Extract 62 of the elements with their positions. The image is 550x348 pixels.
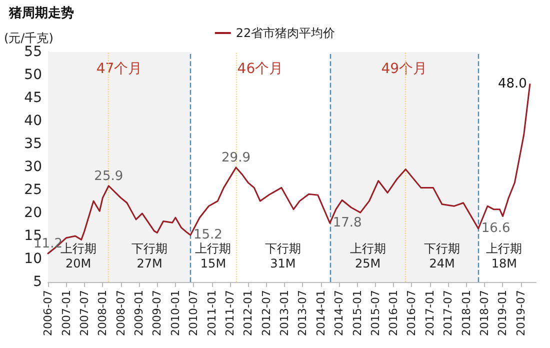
y-tick-label: 55	[24, 44, 42, 60]
annotation: 15M	[200, 256, 226, 271]
data-label: 25.9	[94, 168, 124, 184]
x-tick-label: 2016-07	[405, 290, 418, 336]
annotation: 18M	[491, 256, 517, 271]
x-tick-label: 2015-01	[350, 290, 364, 336]
y-tick-label: 45	[24, 90, 42, 106]
annotation: 上行期	[195, 241, 232, 256]
annotation: 下行期	[264, 241, 301, 256]
x-tick-label: 2010-07	[186, 290, 200, 336]
x-tick-label: 2009-01	[132, 290, 146, 336]
y-tick-label: 50	[24, 67, 42, 83]
annotation: 上行期	[350, 241, 386, 256]
x-tick-label: 2014-01	[314, 290, 328, 336]
x-tick-label: 2014-07	[332, 290, 346, 336]
x-tick-label: 2011-07	[223, 290, 236, 336]
x-tick-label: 2017-07	[442, 290, 455, 336]
data-label: 17.8	[332, 216, 362, 231]
y-tick-label: 35	[24, 136, 42, 152]
y-tick-label: 30	[24, 159, 42, 175]
annotation: 下行期	[424, 241, 460, 256]
annotation: 下行期	[132, 241, 168, 256]
x-tick-label: 2009-07	[150, 290, 164, 336]
annotation: 上行期	[60, 241, 96, 256]
y-axis-title: (元/千克)	[4, 31, 54, 45]
data-label: 29.9	[222, 150, 250, 166]
y-tick-label: 5	[33, 274, 42, 290]
x-tick-label: 2017-01	[424, 290, 437, 336]
annotation: 31M	[270, 256, 296, 271]
x-tick-label: 2018-01	[460, 290, 473, 336]
data-label: 16.6	[481, 221, 510, 236]
chart-title: 猪周期走势	[8, 5, 74, 21]
band-label: 47个月	[96, 61, 142, 77]
annotation: 20M	[66, 256, 92, 271]
y-tick-label: 10	[24, 251, 42, 267]
annotation: 上行期	[486, 241, 522, 256]
y-tick-label: 25	[24, 182, 42, 198]
x-tick-label: 2007-07	[78, 290, 91, 336]
annotation: 24M	[429, 256, 455, 271]
x-tick-label: 2013-01	[278, 290, 292, 336]
x-tick-label: 2010-01	[168, 290, 182, 336]
annotation: 25M	[354, 256, 381, 271]
data-label: 15.2	[193, 228, 222, 243]
y-tick-label: 40	[24, 113, 42, 129]
x-tick-label: 2007-01	[60, 290, 73, 336]
x-tick-label: 2012-01	[242, 290, 255, 336]
annotation: 46个月	[237, 61, 284, 77]
x-tick-label: 2016-01	[387, 290, 400, 336]
x-tick-label: 2013-07	[296, 290, 310, 336]
legend-label: 22省市猪肉平均价	[236, 26, 336, 40]
x-tick-label: 2008-07	[114, 290, 128, 336]
x-tick-label: 2015-07	[368, 290, 382, 336]
x-tick-label: 2012-07	[260, 290, 273, 336]
annotation: 27M	[136, 256, 162, 271]
x-tick-label: 2006-07	[42, 290, 54, 336]
x-tick-label: 2018-07	[478, 290, 491, 336]
x-tick-label: 2019-07	[514, 290, 528, 336]
y-tick-label: 20	[24, 205, 42, 221]
data-label: 48.0	[498, 76, 527, 92]
x-tick-label: 2008-01	[96, 290, 110, 336]
x-tick-label: 2011-01	[205, 290, 218, 336]
x-tick-label: 2019-01	[496, 290, 510, 336]
